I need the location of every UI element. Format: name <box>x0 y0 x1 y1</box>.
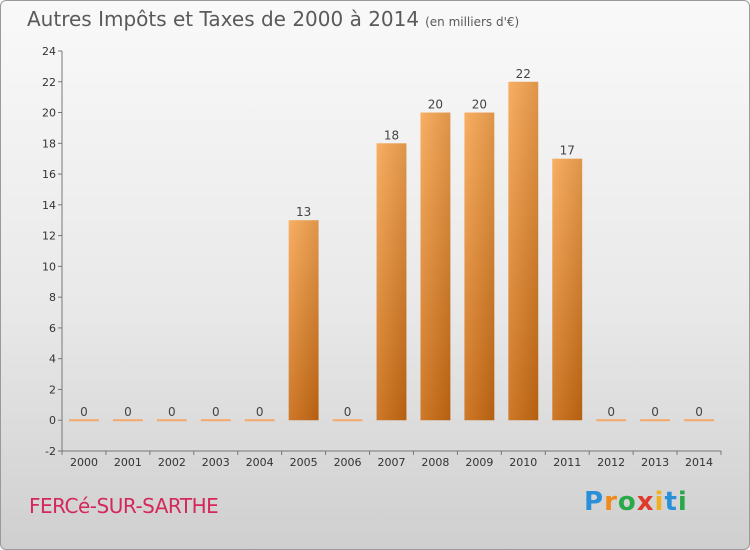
bar <box>69 419 99 422</box>
bar <box>596 419 627 422</box>
y-tick-label: 0 <box>49 414 56 427</box>
y-tick-label: 4 <box>49 353 56 366</box>
data-label: 0 <box>168 405 176 419</box>
data-label: 17 <box>560 144 575 158</box>
y-tick-label: 24 <box>42 45 56 58</box>
bar-shade <box>288 220 319 421</box>
data-label: 0 <box>124 405 132 419</box>
x-tick-label: 2012 <box>597 456 625 469</box>
commune-name: FERCé-SUR-SARTHE <box>29 494 219 518</box>
logo-letter: r <box>604 487 618 517</box>
chart-title-text: Autres Impôts et Taxes de 2000 à 2014 <box>27 7 420 31</box>
bar <box>640 419 671 422</box>
x-tick-label: 2000 <box>70 456 98 469</box>
bars <box>69 81 714 422</box>
y-tick-label: 22 <box>42 76 56 89</box>
x-tick-label: 2013 <box>641 456 669 469</box>
data-label: 0 <box>607 405 615 419</box>
x-tick-label: 2001 <box>114 456 142 469</box>
y-tick-label: 20 <box>42 107 56 120</box>
y-tick-label: 2 <box>49 383 56 396</box>
x-tick-label: 2014 <box>685 456 713 469</box>
y-tick-label: 18 <box>42 137 56 150</box>
bar <box>684 419 714 422</box>
bar <box>332 419 363 422</box>
x-tick-label: 2007 <box>378 456 406 469</box>
y-tick-label: 16 <box>42 168 56 181</box>
x-tick-label: 2010 <box>509 456 537 469</box>
data-label: 18 <box>384 128 399 142</box>
bar <box>112 419 143 422</box>
bar <box>200 419 231 422</box>
x-tick-label: 2006 <box>334 456 362 469</box>
x-tick-label: 2004 <box>246 456 274 469</box>
y-tick-label: 14 <box>42 199 56 212</box>
x-tick-label: 2003 <box>202 456 230 469</box>
chart-subtitle: (en milliers d'€) <box>425 15 520 29</box>
x-tick-label: 2002 <box>158 456 186 469</box>
proxiti-logo: Proxiti <box>584 487 688 517</box>
data-labels: 0 0 0 0 0 13 0 18 20 20 22 17 0 0 0 <box>80 67 703 419</box>
data-label: 22 <box>516 67 531 81</box>
y-tick-label: 12 <box>42 230 56 243</box>
bar-shade <box>376 143 407 421</box>
data-label: 20 <box>428 98 443 112</box>
data-label: 0 <box>256 405 264 419</box>
data-label: 20 <box>472 98 487 112</box>
logo-letter: x <box>636 487 655 517</box>
data-label: 0 <box>212 405 220 419</box>
logo-letter: t <box>664 487 678 517</box>
logo-letter: o <box>617 487 637 517</box>
bar-shade <box>552 158 583 421</box>
y-tick-label: -2 <box>45 445 56 458</box>
bar <box>156 419 187 422</box>
x-tick-label: 2005 <box>290 456 318 469</box>
logo-letter: i <box>677 487 688 517</box>
y-tick-label: 10 <box>42 260 56 273</box>
x-tick-label: 2009 <box>465 456 493 469</box>
x-tick-label: 2011 <box>553 456 581 469</box>
logo-letter: P <box>584 487 605 517</box>
logo-letter: i <box>654 487 665 517</box>
x-tick-label: 2008 <box>421 456 449 469</box>
data-label: 0 <box>695 405 703 419</box>
bar-shade <box>508 81 539 421</box>
data-label: 0 <box>344 405 352 419</box>
bar-shade <box>464 112 495 421</box>
data-label: 0 <box>80 405 88 419</box>
bar-shade <box>420 112 451 421</box>
data-label: 0 <box>651 405 659 419</box>
data-label: 13 <box>296 205 311 219</box>
chart-title: Autres Impôts et Taxes de 2000 à 2014 (en… <box>27 7 519 31</box>
y-tick-label: 6 <box>49 322 56 335</box>
y-tick-label: 8 <box>49 291 56 304</box>
bar <box>244 419 275 422</box>
